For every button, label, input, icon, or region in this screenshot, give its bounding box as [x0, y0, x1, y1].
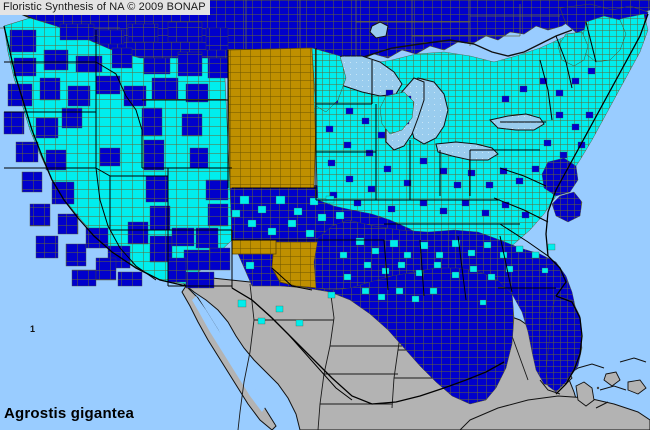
bahamas-island-b [603, 371, 621, 387]
region-caribbean [459, 357, 650, 430]
us-new-hampshire-vermont-cyan [557, 31, 589, 67]
us-plains-cyan-counties [231, 195, 345, 327]
inland-lake [369, 21, 389, 39]
us-west-blue-counties [3, 21, 231, 289]
canada-province-borders [0, 0, 560, 60]
us-east-cyan-base [313, 13, 649, 259]
bahamas-dot [596, 386, 600, 390]
bahamas-island-c [627, 379, 647, 395]
map-marker-1-label: 1 [30, 324, 36, 334]
us-gold-dakotas-nebraska [227, 47, 317, 189]
us-minnesota-cyan [311, 47, 347, 113]
us-gold-oklahoma-panhandle [231, 239, 277, 255]
us-michigan-lower-cyan [379, 91, 415, 135]
us-state-borders [4, 21, 597, 401]
title-banner: Floristic Synthesis of NA © 2009 BONAP [0, 0, 210, 15]
us-southeast-blue [313, 219, 583, 389]
region-united-states [3, 13, 649, 405]
gulf-of-california [192, 296, 266, 412]
banner-title-text: Floristic Synthesis of NA © 2009 BONAP [3, 1, 206, 13]
bahamas-andros [575, 381, 595, 407]
lake-erie [435, 141, 499, 161]
species-name-label: Agrostis gigantea [4, 405, 135, 422]
us-coastline [3, 13, 649, 405]
